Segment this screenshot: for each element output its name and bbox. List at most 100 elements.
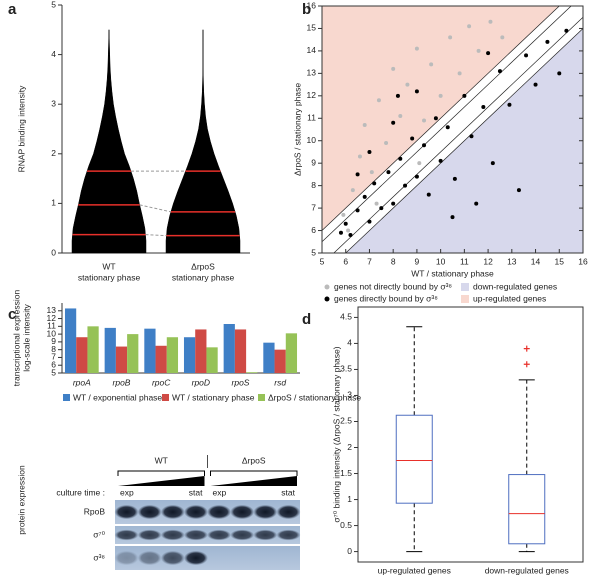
point: [469, 134, 474, 139]
threshold-line: [321, 5, 572, 243]
time-wedge: [210, 476, 297, 486]
y-axis-label: log-scale intensity: [21, 303, 31, 371]
box: [508, 474, 546, 545]
x-tick-label: stationary phase: [172, 272, 235, 282]
bar: [274, 349, 286, 373]
point: [429, 62, 434, 67]
blot-band: [276, 504, 301, 520]
x-tick-label: 14: [531, 256, 541, 266]
x-tick-label: down-regulated genes: [485, 565, 569, 575]
point: [410, 136, 415, 141]
y-tick-label: 15: [307, 23, 317, 33]
blot-band: [160, 529, 185, 541]
x-axis-label: WT / stationary phase: [411, 268, 494, 278]
point: [462, 93, 467, 98]
legend-label: up-regulated genes: [473, 293, 546, 303]
point: [486, 51, 491, 56]
x-tick-label: 15: [555, 256, 565, 266]
legend-label: genes directly bound by σ³⁸: [334, 293, 438, 303]
point: [426, 192, 431, 197]
point: [341, 212, 346, 217]
y-tick-label: 4.5: [340, 312, 352, 322]
y-tick-label: 8: [51, 344, 56, 354]
y-tick-label: 5: [51, 0, 56, 9]
point: [488, 19, 493, 24]
point: [379, 206, 384, 211]
bar: [285, 333, 298, 373]
legend-label: ΔrpoS / stationary phase: [268, 392, 361, 402]
quartile-connector: [139, 204, 171, 213]
legend-marker: [461, 295, 469, 303]
y-tick-label: 14: [307, 45, 317, 55]
blot-band: [253, 529, 278, 541]
blot-group: WT: [155, 455, 168, 465]
panel-label: b: [302, 1, 311, 18]
x-tick-label: 11: [460, 256, 469, 266]
point: [490, 161, 495, 166]
y-tick-label: 4: [347, 338, 352, 348]
legend-label: WT / exponential phase: [73, 392, 162, 402]
x-tick-label: 12: [483, 256, 493, 266]
legend-marker: [258, 394, 265, 401]
point: [557, 71, 562, 76]
y-tick-label: 1.5: [340, 468, 352, 478]
panel-label: c: [8, 306, 16, 323]
point: [367, 149, 372, 154]
point: [355, 172, 360, 177]
y-tick-label: 8: [311, 180, 316, 190]
violin-half: [108, 29, 147, 254]
y-tick-label: 12: [47, 313, 57, 323]
x-tick-label: 6: [343, 256, 348, 266]
bar: [144, 328, 156, 373]
y-tick-label: 13: [307, 68, 317, 78]
y-tick-label: 0: [347, 546, 352, 556]
y-tick-label: 10: [307, 135, 317, 145]
violin-half: [165, 29, 204, 254]
time-label: culture time :: [56, 487, 105, 497]
point: [350, 188, 355, 193]
blot-group: ΔrpoS: [242, 455, 266, 465]
point: [422, 143, 427, 148]
y-tick-label: 5: [311, 247, 316, 257]
blot-band: [183, 550, 208, 566]
region: [322, 28, 583, 254]
point: [452, 176, 457, 181]
point: [367, 219, 372, 224]
point: [438, 93, 443, 98]
box: [395, 414, 433, 504]
blot-band: [137, 529, 162, 541]
y-tick-label: 1: [51, 198, 56, 208]
point: [414, 46, 419, 51]
legend-label: genes not directly bound by σ³⁸: [334, 281, 452, 291]
point: [384, 140, 389, 145]
point: [338, 230, 343, 235]
legend-marker: [461, 283, 469, 291]
quartile-connector: [145, 234, 167, 237]
point: [533, 82, 538, 87]
point: [348, 233, 353, 238]
y-tick-label: 3: [51, 98, 56, 108]
point: [395, 93, 400, 98]
blot-band: [207, 529, 232, 541]
y-tick-label: 3.5: [340, 364, 352, 374]
point: [398, 114, 403, 119]
bar: [246, 372, 258, 373]
region: [322, 6, 583, 231]
point: [497, 69, 502, 74]
blot-band: [183, 504, 208, 520]
blot-band: [253, 504, 278, 520]
y-tick-label: 9: [311, 157, 316, 167]
threshold-line: [333, 16, 584, 254]
blot-band: [230, 504, 255, 520]
x-tick-label: 10: [436, 256, 446, 266]
point: [403, 183, 408, 188]
blot-band: [160, 504, 185, 520]
legend-marker: [324, 284, 330, 290]
y-tick-label: 10: [47, 328, 57, 338]
point: [414, 174, 419, 179]
group-bracket: [117, 470, 205, 476]
point: [405, 82, 410, 87]
x-tick-label: stationary phase: [78, 272, 141, 282]
outlier: [523, 361, 530, 368]
